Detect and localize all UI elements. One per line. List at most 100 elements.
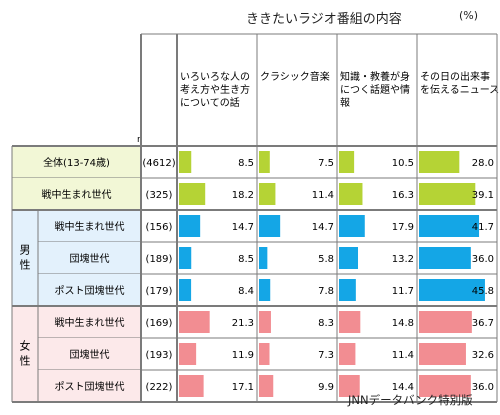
column-header-1: いろいろな人の	[180, 71, 250, 83]
column-header-3: 知識・教養が身	[340, 70, 410, 83]
column-header-1: 考え方や生き方	[180, 83, 250, 96]
value-label: 41.7	[472, 222, 494, 233]
value-label: 10.5	[392, 158, 414, 169]
value-label: 17.9	[392, 222, 414, 233]
group-label: 女	[20, 339, 31, 353]
value-label: 14.7	[232, 222, 254, 233]
value-label: 11.7	[392, 286, 414, 297]
value-label: 36.0	[472, 382, 494, 393]
row-label-cell	[38, 274, 141, 306]
column-header-1: についての話	[180, 96, 240, 109]
value-label: 21.3	[232, 318, 254, 329]
value-label: 39.1	[472, 190, 494, 201]
bar	[179, 183, 206, 205]
row-n: (222)	[146, 382, 173, 393]
row-label-cell	[38, 210, 141, 242]
bar	[339, 183, 363, 205]
bar	[179, 343, 197, 365]
row-label-cell	[38, 306, 141, 338]
column-header-3: 報	[340, 97, 350, 109]
bar	[419, 247, 471, 269]
value-label: 11.4	[312, 190, 334, 201]
row-label-cell	[38, 242, 141, 274]
bar	[419, 343, 466, 365]
bar	[419, 279, 485, 301]
row-label: 団塊世代	[70, 252, 110, 265]
row-label-cell	[12, 146, 141, 178]
column-header-4: その日の出来事	[420, 70, 490, 83]
value-label: 36.0	[472, 254, 494, 265]
value-label: 13.2	[392, 254, 414, 265]
value-label: 5.8	[318, 254, 334, 265]
row-label: 団塊世代	[70, 348, 110, 361]
value-label: 45.8	[472, 286, 494, 297]
bar	[179, 151, 192, 173]
bar	[179, 247, 192, 269]
group-label: 性	[20, 258, 31, 272]
row-label: 戦中生まれ世代	[55, 220, 125, 233]
row-label-cell	[12, 178, 141, 210]
value-label: 7.3	[318, 350, 334, 361]
value-label: 8.4	[238, 286, 254, 297]
row-n: (325)	[146, 190, 173, 201]
group-label: 性	[20, 354, 31, 368]
row-n: (189)	[146, 254, 173, 265]
column-header-2: クラシック音楽	[260, 70, 330, 83]
value-label: 36.7	[472, 318, 494, 329]
bar	[339, 247, 359, 269]
bar	[339, 343, 356, 365]
row-label: 全体(13-74歳)	[43, 156, 110, 169]
group-label-cell	[12, 306, 38, 402]
column-header-4: を伝えるニュース	[420, 84, 499, 96]
value-label: 8.3	[318, 318, 334, 329]
value-label: 7.8	[318, 286, 334, 297]
row-label: 戦中生まれ世代	[42, 188, 112, 201]
n-header: n	[137, 135, 143, 145]
bar	[259, 375, 274, 397]
row-label-cell	[38, 370, 141, 402]
value-label: 17.1	[232, 382, 254, 393]
group-label-cell	[12, 210, 38, 306]
row-label: 戦中生まれ世代	[55, 316, 125, 329]
row-n: (156)	[146, 222, 173, 233]
value-label: 8.5	[238, 158, 254, 169]
unit-label: (%)	[459, 9, 479, 22]
value-label: 32.6	[472, 350, 494, 361]
chart-title: ききたいラジオ番組の内容	[246, 12, 402, 27]
group-label: 男	[20, 244, 31, 257]
bar	[419, 215, 480, 237]
bar	[259, 215, 281, 237]
bar	[179, 375, 204, 397]
row-label: ポスト団塊世代	[55, 380, 125, 393]
value-label: 11.9	[232, 350, 254, 361]
column-header-3: につく話題や情	[340, 83, 410, 96]
bar	[419, 151, 460, 173]
value-label: 9.9	[318, 382, 334, 393]
value-label: 14.8	[392, 318, 414, 329]
bar	[419, 375, 471, 397]
bar	[419, 183, 476, 205]
chart-title-bar: ききたいラジオ番組の内容 (%)	[0, 8, 500, 27]
value-label: 8.5	[238, 254, 254, 265]
value-label: 7.5	[318, 158, 334, 169]
value-label: 18.2	[232, 190, 254, 201]
bar	[259, 343, 270, 365]
value-label: 16.3	[392, 190, 414, 201]
bar	[339, 151, 355, 173]
bar	[419, 311, 472, 333]
row-n: (4612)	[142, 158, 175, 169]
bar	[339, 375, 360, 397]
bar	[259, 183, 276, 205]
row-n: (169)	[146, 318, 173, 329]
value-label: 14.4	[392, 382, 414, 393]
row-n: (179)	[146, 286, 173, 297]
bar	[339, 215, 365, 237]
bar	[179, 311, 210, 333]
bar	[259, 311, 271, 333]
bar	[259, 247, 268, 269]
bar	[259, 279, 271, 301]
value-label: 11.4	[392, 350, 414, 361]
value-label: 14.7	[312, 222, 334, 233]
value-label: 28.0	[472, 158, 494, 169]
